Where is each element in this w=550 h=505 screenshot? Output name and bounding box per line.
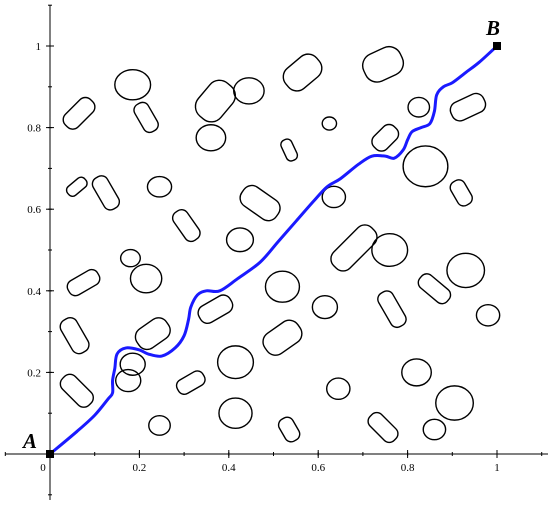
axes-group: 0 0.2 0.4 0.6 0.8 1 0.2 0.4 0.6 0.8 1: [4, 4, 548, 500]
obstacle-capsule: [194, 79, 237, 123]
obstacle-circle: [195, 124, 227, 152]
obstacle-capsule: [59, 373, 94, 408]
obstacle-capsule: [330, 224, 378, 272]
obstacles-group: [59, 45, 501, 444]
obstacle-circle: [325, 377, 351, 401]
y-tick-label: 0.8: [27, 123, 41, 135]
obstacle-capsule: [65, 176, 88, 198]
point-label-a: A: [21, 429, 37, 453]
obstacle-capsule: [59, 317, 90, 355]
obstacle-circle: [475, 303, 501, 327]
obstacle-capsule: [239, 184, 281, 222]
x-tick-label: 1: [494, 462, 500, 474]
obstacle-circle: [401, 358, 432, 387]
obstacle-capsule: [371, 123, 400, 152]
obstacle-capsule: [66, 268, 101, 297]
obstacle-capsule: [133, 101, 159, 134]
obstacle-capsule: [262, 319, 303, 356]
obstacle-capsule: [277, 416, 301, 443]
obstacle-circle: [264, 270, 301, 303]
obstacle-circle: [422, 418, 447, 441]
obstacle-circle: [311, 294, 339, 320]
path-group: [48, 44, 499, 456]
points-group: AB: [21, 16, 501, 458]
path-line: [48, 44, 499, 456]
obstacle-capsule: [282, 53, 323, 92]
obstacle-circle: [129, 263, 163, 294]
obstacle-circle: [115, 368, 142, 393]
obstacle-circle: [407, 96, 431, 118]
obstacle-circle: [402, 145, 449, 188]
obstacle-circle: [218, 397, 253, 429]
obstacle-circle: [321, 116, 338, 131]
x-tick-label: 0: [40, 462, 46, 474]
obstacle-capsule: [175, 370, 206, 395]
point-marker-a: [46, 450, 54, 458]
y-tick-label: 0.2: [27, 367, 41, 379]
obstacle-circle: [446, 252, 486, 289]
x-tick-label: 0.6: [311, 462, 325, 474]
x-tick-label: 0.2: [133, 462, 147, 474]
obstacle-circle: [435, 385, 475, 421]
obstacle-capsule: [361, 45, 405, 83]
obstacle-circle: [225, 227, 255, 253]
obstacle-capsule: [280, 138, 299, 162]
obstacle-circle: [371, 232, 409, 268]
obstacle-capsule: [367, 411, 399, 444]
obstacle-capsule: [62, 96, 96, 130]
y-tick-label: 0.4: [27, 286, 41, 298]
obstacle-capsule: [449, 179, 473, 207]
obstacle-capsule: [449, 92, 487, 122]
obstacle-circle: [321, 185, 347, 209]
obstacle-circle: [119, 248, 141, 268]
obstacle-capsule: [197, 294, 234, 325]
obstacle-circle: [119, 352, 146, 376]
x-tick-label: 0.8: [401, 462, 415, 474]
point-marker-b: [493, 42, 501, 50]
obstacle-circle: [114, 68, 152, 101]
obstacle-capsule: [91, 175, 121, 211]
y-tick-label: 1: [36, 41, 42, 53]
obstacle-capsule: [377, 290, 407, 329]
obstacle-circle: [146, 175, 173, 198]
obstacle-capsule: [171, 208, 201, 243]
obstacle-capsule: [134, 317, 171, 351]
obstacle-circle: [233, 77, 265, 105]
point-label-b: B: [485, 16, 500, 40]
obstacle-circle: [216, 345, 255, 380]
x-tick-label: 0.4: [222, 462, 236, 474]
obstacle-capsule: [417, 273, 452, 305]
y-tick-label: 0.6: [27, 204, 41, 216]
obstacle-circle: [148, 414, 171, 436]
